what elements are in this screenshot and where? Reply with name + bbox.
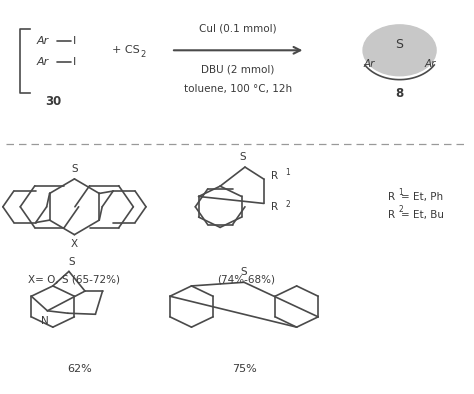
Text: DBU (2 mmol): DBU (2 mmol) [201, 65, 274, 75]
Text: X: X [71, 240, 78, 249]
Text: Ar: Ar [425, 59, 436, 69]
Text: X= O, S (65-72%): X= O, S (65-72%) [28, 274, 120, 284]
Text: 8: 8 [395, 87, 404, 100]
Text: S: S [241, 267, 247, 277]
Text: 1: 1 [398, 188, 403, 197]
Text: S: S [239, 152, 246, 162]
Text: N: N [41, 316, 49, 326]
Text: 30: 30 [45, 95, 61, 108]
Text: Ar: Ar [36, 57, 49, 67]
Text: 75%: 75% [232, 364, 256, 374]
Text: = Et, Bu: = Et, Bu [401, 210, 445, 219]
Text: = Et, Ph: = Et, Ph [401, 192, 444, 202]
Text: 2: 2 [141, 50, 146, 59]
Text: S: S [396, 38, 403, 51]
Text: Ar: Ar [363, 59, 374, 69]
Text: + CS: + CS [112, 45, 140, 55]
Text: R: R [271, 202, 278, 212]
Text: Ar: Ar [36, 35, 49, 46]
Text: 62%: 62% [67, 364, 91, 374]
Text: S: S [71, 164, 78, 174]
Text: 1: 1 [285, 168, 290, 177]
Text: R: R [271, 171, 278, 181]
Text: S: S [68, 256, 74, 267]
Ellipse shape [363, 25, 436, 76]
Text: R: R [388, 210, 395, 219]
Text: I: I [73, 57, 76, 67]
Text: toluene, 100 °C, 12h: toluene, 100 °C, 12h [184, 84, 292, 95]
Text: 2: 2 [285, 200, 290, 209]
Text: (74%-68%): (74%-68%) [218, 274, 275, 284]
Text: CuI (0.1 mmol): CuI (0.1 mmol) [199, 24, 277, 34]
Text: I: I [73, 35, 76, 46]
Text: R: R [388, 192, 395, 202]
Text: 2: 2 [398, 205, 403, 214]
